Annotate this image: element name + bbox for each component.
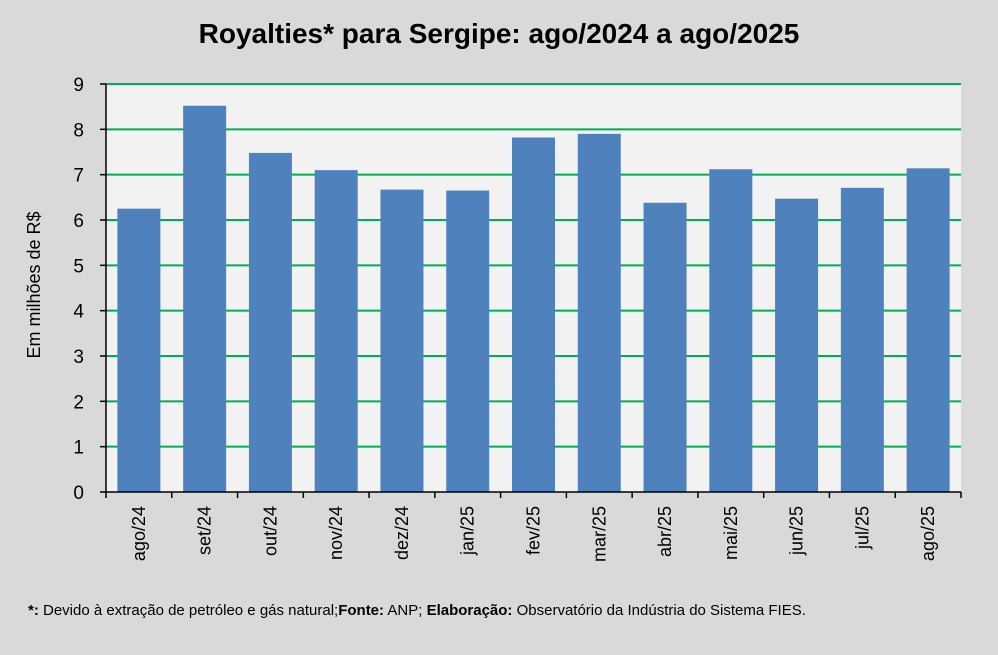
x-tick-label: nov/24 [326,506,346,560]
bar [577,133,621,492]
y-tick-label: 1 [73,438,84,459]
x-tick-label: ago/25 [918,506,938,561]
bar [643,202,687,493]
y-tick-label: 2 [73,392,84,413]
footnote-marker: *: [28,602,39,619]
x-tick-label: mar/25 [589,506,609,562]
y-tick-label: 5 [73,256,84,277]
bar [380,189,424,493]
x-tick-label: set/24 [195,506,215,555]
y-tick-label: 0 [73,483,84,504]
x-tick-label: out/24 [260,506,280,556]
x-tick-label: jan/25 [458,506,478,556]
bar [117,208,161,492]
bar [512,137,555,492]
footnote-source: ANP; [384,602,427,619]
y-tick-label: 4 [73,302,84,323]
x-tick-label: fev/25 [524,506,544,555]
y-tick-label: 6 [73,211,84,232]
x-tick-label: dez/24 [392,506,412,560]
x-tick-labels: ago/24 set/24 out/24 nov/24 dez/24 jan/25 fev/… [129,506,938,562]
y-tick-label: 9 [73,75,84,96]
y-tick-label: 3 [73,347,84,368]
x-tick-label: jun/25 [787,506,807,556]
footnote-credit: Observatório da Indústria do Sistema FIE… [512,602,806,619]
y-axis-label: Em milhões de R$ [24,211,44,358]
bar [446,190,490,493]
y-tick-label: 8 [73,120,84,141]
bar [840,187,884,492]
bar [775,198,819,492]
bar [906,168,950,492]
footnote-credit-label: Elaboração: [426,602,513,619]
y-tick-label: 7 [73,166,84,187]
x-tick-label: ago/24 [129,506,149,561]
x-tick-label: abr/25 [655,506,675,557]
bar [709,169,753,492]
bar-series [117,105,950,493]
footnote-note: Devido à extração de petróleo e gás natu… [38,602,339,619]
x-tick-label: mai/25 [721,506,741,560]
y-tick-labels: 0 1 2 3 4 5 6 7 8 9 [73,75,106,504]
axes [105,84,962,498]
footnote-source-label: Fonte: [338,602,385,619]
footnote: *: Devido à extração de petróleo e gás n… [28,602,806,619]
x-tick-label: jul/25 [852,506,872,550]
chart-title: Royalties* para Sergipe: ago/2024 a ago/… [198,18,800,49]
bar [183,105,227,492]
bar [314,170,358,492]
bar [248,152,292,492]
